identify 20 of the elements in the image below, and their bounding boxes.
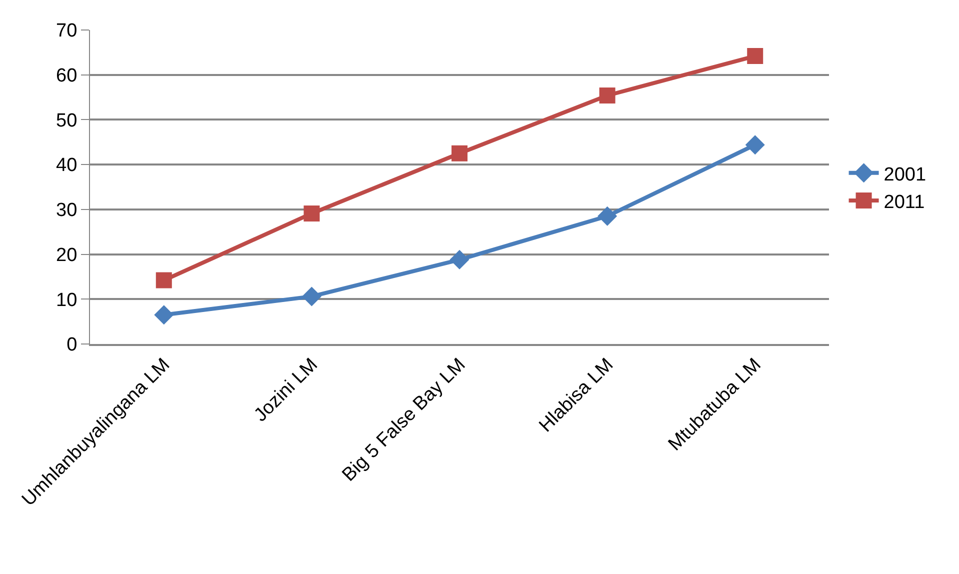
- y-tick-label: 40: [56, 155, 78, 176]
- point: [745, 135, 765, 155]
- y-tick-label: 70: [56, 20, 78, 42]
- point: [302, 286, 322, 306]
- y-tick-label: 60: [56, 66, 78, 87]
- point: [599, 87, 616, 104]
- y-tick-label: 0: [66, 334, 78, 356]
- y-tick-label: 10: [56, 290, 78, 311]
- point: [598, 206, 618, 226]
- point: [154, 305, 174, 325]
- point: [156, 272, 172, 288]
- point: [747, 48, 764, 64]
- point: [450, 250, 470, 270]
- legend-label: 2011: [884, 192, 925, 213]
- y-tick-label: 20: [56, 244, 78, 266]
- point: [452, 145, 468, 162]
- legend-label: 2001: [884, 164, 926, 186]
- point: [304, 205, 320, 222]
- y-tick-label: 50: [56, 110, 78, 132]
- y-tick-label: 30: [56, 200, 78, 222]
